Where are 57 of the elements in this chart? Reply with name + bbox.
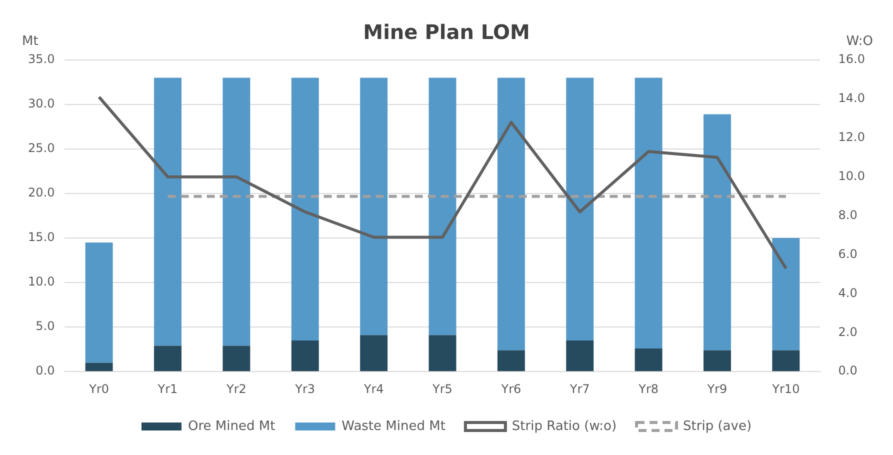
bar bbox=[154, 346, 182, 372]
bar bbox=[566, 78, 594, 340]
legend-label: Waste Mined Mt bbox=[342, 418, 446, 434]
y2-tick-label: 4.0 bbox=[838, 286, 858, 300]
bar bbox=[291, 78, 319, 340]
x-tick-label: Yr5 bbox=[432, 382, 452, 396]
y2-tick-label: 6.0 bbox=[838, 246, 858, 261]
bar bbox=[704, 350, 731, 372]
bar bbox=[360, 335, 388, 372]
bar bbox=[222, 346, 250, 372]
y-tick-label: 15.0 bbox=[28, 230, 55, 244]
x-tick-label: Yr4 bbox=[362, 382, 384, 396]
bar bbox=[634, 78, 662, 348]
bar bbox=[428, 78, 456, 336]
y2-tick-label: 2.0 bbox=[838, 324, 858, 339]
bar bbox=[291, 340, 319, 372]
legend-label: Ore Mined Mt bbox=[188, 418, 276, 434]
x-tick-label: Yr10 bbox=[771, 382, 800, 396]
bar bbox=[428, 335, 456, 372]
y-tick-label: 5.0 bbox=[36, 319, 55, 334]
y-tick-label: 30.0 bbox=[28, 96, 55, 111]
x-tick-label: Yr6 bbox=[500, 382, 522, 396]
y-tick-label: 10.0 bbox=[28, 274, 55, 289]
chart-title: Mine Plan LOM bbox=[363, 20, 530, 44]
y-tick-label: 0.0 bbox=[36, 364, 55, 378]
y-tick-label: 25.0 bbox=[28, 141, 55, 156]
bar bbox=[222, 78, 250, 346]
y2-tick-label: 16.0 bbox=[838, 52, 865, 66]
bar bbox=[497, 78, 525, 350]
x-tick-label: Yr3 bbox=[294, 382, 316, 396]
y2-tick-label: 12.0 bbox=[838, 130, 865, 144]
legend-label: Strip Ratio (w:o) bbox=[512, 418, 617, 434]
bar bbox=[772, 350, 800, 372]
bar bbox=[360, 78, 388, 336]
x-tick-label: Yr0 bbox=[88, 382, 110, 396]
y2-tick-label: 10.0 bbox=[838, 168, 865, 183]
y2-tick-label: 8.0 bbox=[838, 208, 858, 222]
bar bbox=[85, 362, 113, 372]
y-axis-title: Mt bbox=[22, 34, 38, 49]
y-tick-label: 35.0 bbox=[28, 52, 55, 66]
bar bbox=[772, 238, 800, 350]
y2-tick-label: 0.0 bbox=[838, 364, 858, 378]
legend-label: Strip (ave) bbox=[683, 418, 752, 434]
bar bbox=[497, 350, 525, 372]
x-tick-label: Yr9 bbox=[706, 382, 728, 396]
y-tick-label: 20.0 bbox=[28, 186, 55, 200]
bar bbox=[85, 242, 113, 363]
x-tick-label: Yr2 bbox=[225, 382, 246, 396]
bar bbox=[704, 114, 731, 350]
bar bbox=[566, 340, 594, 372]
y2-tick-label: 14.0 bbox=[838, 91, 865, 106]
x-tick-label: Yr7 bbox=[568, 382, 590, 396]
x-tick-label: Yr1 bbox=[156, 382, 178, 396]
x-tick-label: Yr8 bbox=[638, 382, 659, 396]
bar bbox=[154, 78, 182, 346]
bar bbox=[634, 348, 662, 372]
y2-axis-title: W:O bbox=[846, 34, 873, 49]
